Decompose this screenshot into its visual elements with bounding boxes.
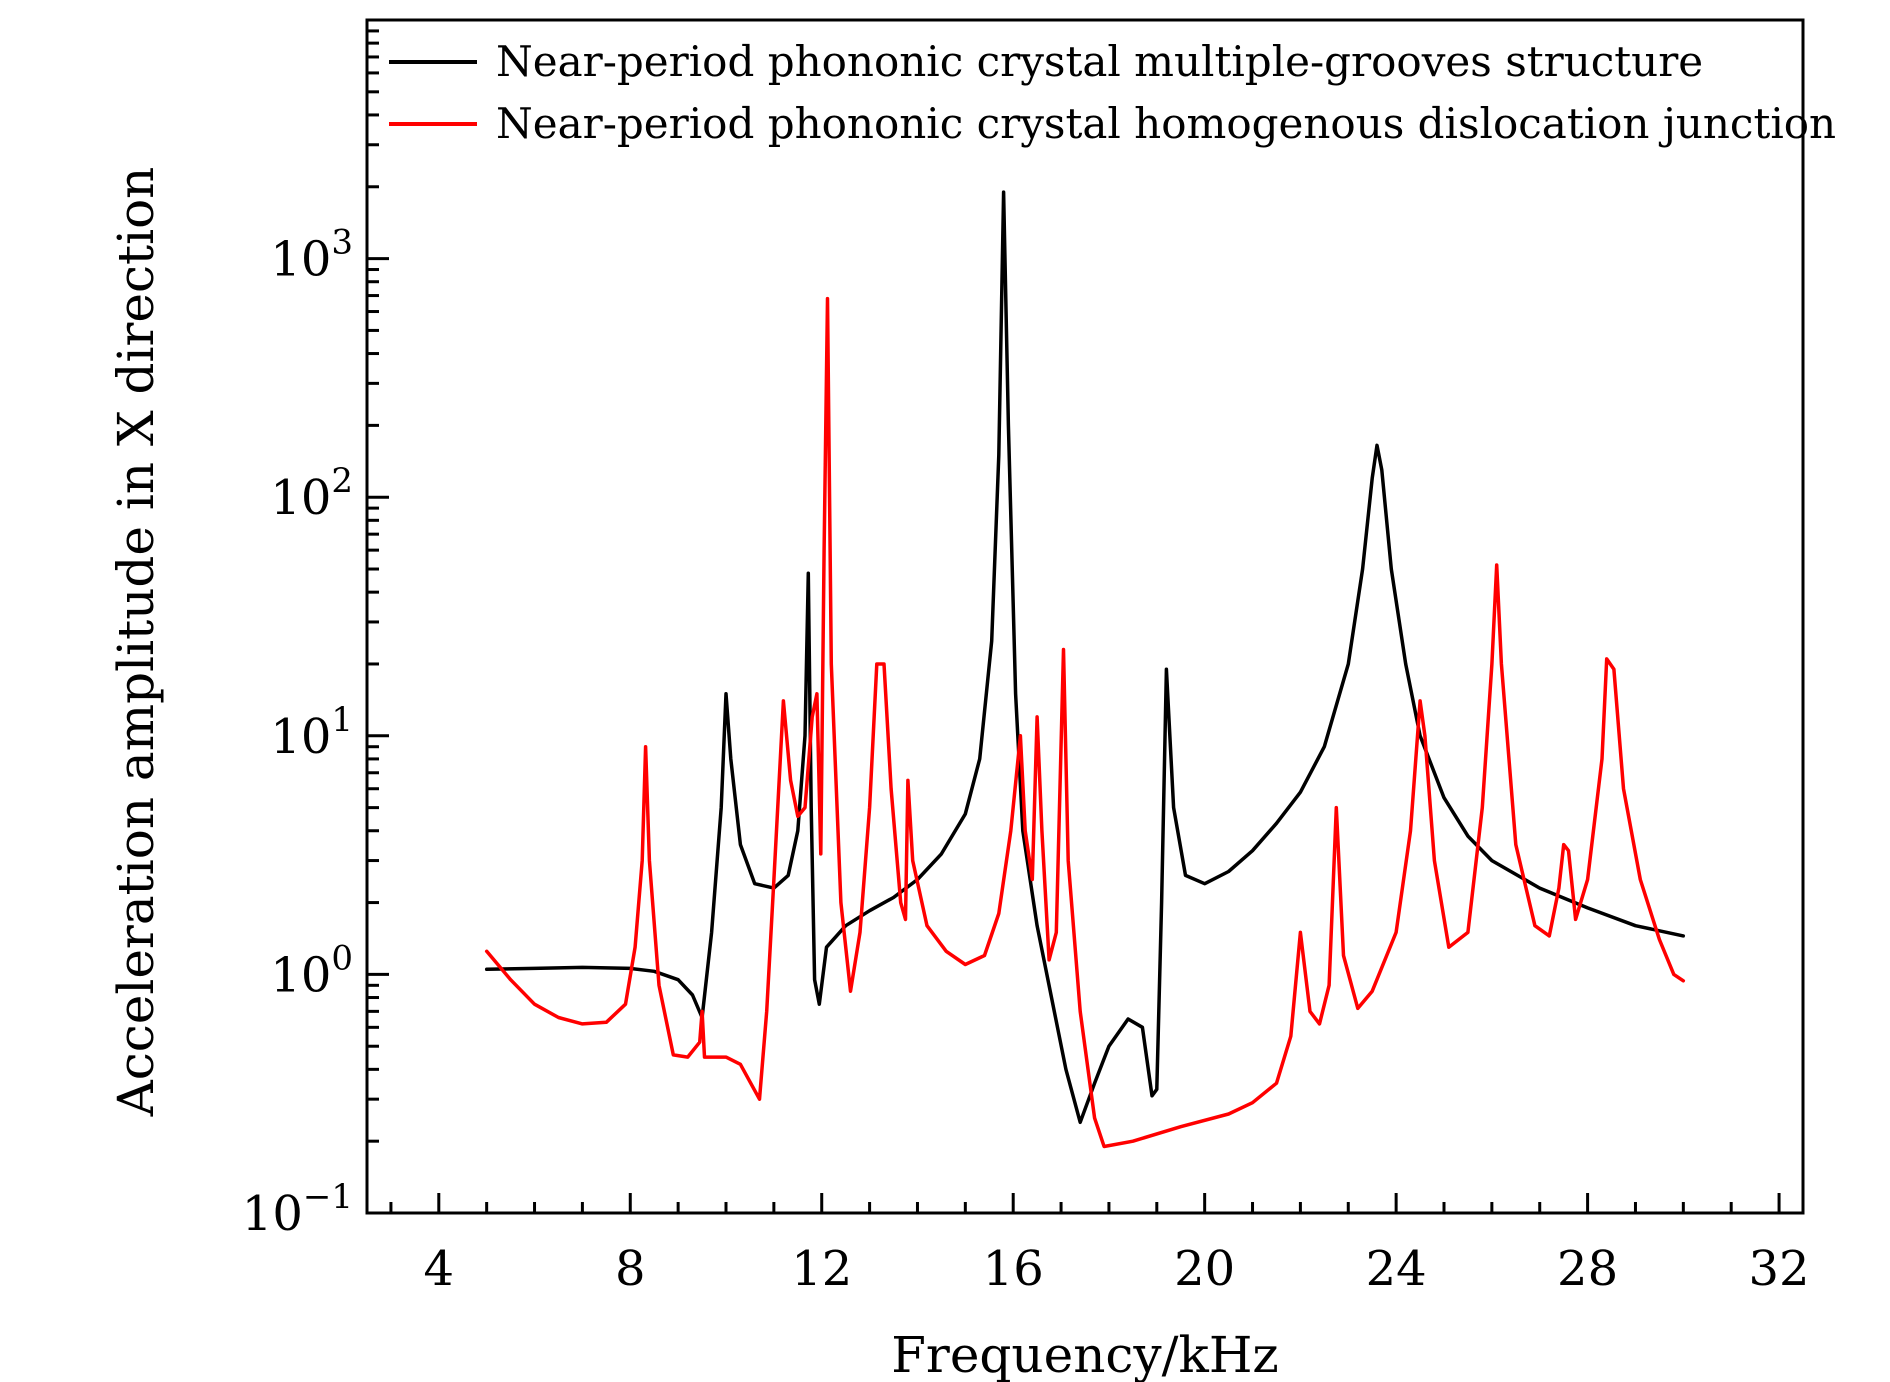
plot-frame [365,18,1805,1215]
x-tick-label: 28 [1557,1241,1618,1297]
series-lines [484,190,1686,1149]
x-tick-label: 16 [983,1241,1044,1297]
y-minor-ticks [367,29,379,1143]
x-tick-label: 8 [615,1241,646,1297]
y-tick-label: 100 [270,938,353,1003]
series-line-red [484,296,1686,1149]
y-axis-title: Acceleration amplitude in X direction [107,167,165,1118]
y-ticks: 10−1 100 101 102 103 [242,223,389,1242]
x-tick-label: 4 [424,1241,455,1297]
x-ticks: 4 8 12 16 20 24 28 32 [389,1193,1810,1297]
y-tick-label: 103 [270,223,353,288]
x-tick-label: 12 [791,1241,852,1297]
x-tick-label: 20 [1174,1241,1235,1297]
legend-label-black: Near-period phononic crystal multiple-gr… [496,37,1703,86]
series-line-black [484,190,1686,1125]
x-tick-label: 24 [1366,1241,1427,1297]
x-axis-title: Frequency/kHz [891,1326,1279,1382]
y-tick-label: 102 [270,461,353,526]
x-tick-label: 32 [1749,1241,1810,1297]
y-tick-label: 10−1 [242,1177,353,1242]
legend: Near-period phononic crystal multiple-gr… [389,37,1836,148]
legend-label-red: Near-period phononic crystal homogenous … [496,99,1836,148]
y-tick-label: 101 [270,700,353,765]
